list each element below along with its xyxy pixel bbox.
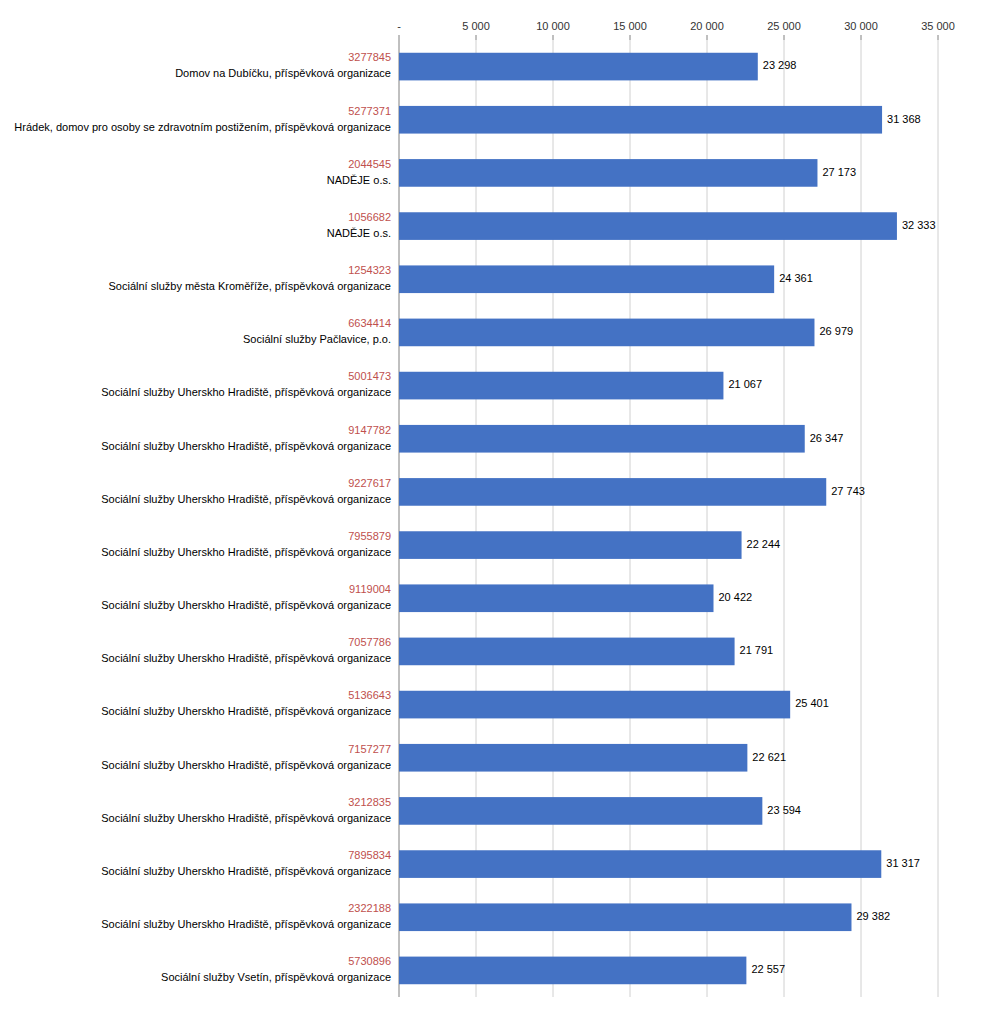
category-org: Sociální služby Uherskho Hradiště, přísp… [101, 546, 391, 558]
bar [399, 159, 817, 187]
category-org: Sociální služby Uherskho Hradiště, přísp… [101, 386, 391, 398]
category-org: Domov na Dubíčku, příspěvková organizace [175, 67, 391, 79]
category-org: NADĚJE o.s. [327, 174, 391, 186]
category-org: Sociální služby Uherskho Hradiště, přísp… [101, 705, 391, 717]
tick-mark [476, 35, 477, 40]
bar [399, 212, 897, 240]
tick-mark [399, 35, 400, 40]
data-label: 27 743 [831, 485, 865, 497]
data-label: 27 173 [822, 166, 856, 178]
bar [399, 106, 882, 134]
data-label: 26 347 [810, 432, 844, 444]
category-org: Sociální služby Uherskho Hradiště, přísp… [101, 599, 391, 611]
bar [399, 744, 747, 772]
tick-mark [861, 35, 862, 40]
category-id: 1056682 [348, 211, 391, 223]
bar [399, 584, 713, 612]
grid: - 5 000 10 000 15 000 20 000 25 000 30 000 35 0… [397, 20, 955, 997]
data-label: 31 317 [886, 857, 920, 869]
bar [399, 425, 805, 453]
tick-mark [707, 35, 708, 40]
category-id: 3212835 [348, 796, 391, 808]
tick-label: 20 000 [690, 20, 724, 32]
bar [399, 319, 814, 347]
data-label: 21 067 [728, 378, 762, 390]
bar [399, 957, 746, 985]
bar [399, 903, 851, 931]
tick-mark [553, 35, 554, 40]
bar [399, 531, 742, 559]
tick-label: 30 000 [844, 20, 878, 32]
category-id: 7895834 [348, 849, 391, 861]
data-label: 23 594 [767, 804, 801, 816]
tick-label: 10 000 [536, 20, 570, 32]
category-id: 9227617 [348, 477, 391, 489]
category-id: 2322188 [348, 902, 391, 914]
category-labels: 3277845 Domov na Dubíčku, příspěvková org… [14, 51, 391, 983]
category-org: Sociální služby Pačlavice, p.o. [243, 333, 391, 345]
data-label: 31 368 [887, 113, 921, 125]
data-label: 32 333 [902, 219, 936, 231]
category-org: Sociální služby Uherskho Hradiště, přísp… [101, 812, 391, 824]
bar [399, 850, 881, 878]
category-id: 5136643 [348, 689, 391, 701]
tick-label: 15 000 [613, 20, 647, 32]
category-org: Hrádek, domov pro osoby se zdravotním po… [14, 121, 391, 133]
data-label: 20 422 [718, 591, 752, 603]
data-labels: 23 298 31 368 27 173 32 333 24 361 26 979 21 0… [718, 59, 935, 975]
tick-mark [938, 35, 939, 40]
category-org: Sociální služby Vsetín, příspěvková orga… [161, 971, 391, 983]
category-org: Sociální služby Uherskho Hradiště, přísp… [101, 759, 391, 771]
category-id: 1254323 [348, 264, 391, 276]
category-org: Sociální služby města Kroměříže, příspěv… [109, 280, 391, 292]
category-id: 3277845 [348, 51, 391, 63]
data-label: 29 382 [856, 910, 890, 922]
tick-label: - [397, 20, 401, 32]
category-id: 5277371 [348, 105, 391, 117]
bar [399, 372, 723, 400]
tick-mark [630, 35, 631, 40]
data-label: 26 979 [819, 325, 853, 337]
tick-label: 25 000 [767, 20, 801, 32]
grid-line [938, 40, 939, 997]
category-id: 6634414 [348, 317, 391, 329]
bar [399, 265, 774, 293]
category-org: Sociální služby Uherskho Hradiště, přísp… [101, 918, 391, 930]
data-label: 23 298 [763, 59, 797, 71]
bar [399, 478, 826, 506]
bar [399, 638, 735, 666]
bars [399, 53, 897, 984]
category-org: Sociální služby Uherskho Hradiště, přísp… [101, 652, 391, 664]
category-id: 7955879 [348, 530, 391, 542]
data-label: 22 244 [747, 538, 781, 550]
category-id: 7157277 [348, 743, 391, 755]
tick-label: 35 000 [921, 20, 955, 32]
category-id: 9147782 [348, 424, 391, 436]
bar [399, 53, 758, 81]
bar [399, 691, 790, 719]
category-org: Sociální služby Uherskho Hradiště, přísp… [101, 493, 391, 505]
category-org: Sociální služby Uherskho Hradiště, přísp… [101, 440, 391, 452]
category-id: 2044545 [348, 158, 391, 170]
bar [399, 797, 762, 825]
tick-label: 5 000 [462, 20, 490, 32]
data-label: 24 361 [779, 272, 813, 284]
category-id: 5001473 [348, 370, 391, 382]
category-org: NADĚJE o.s. [327, 227, 391, 239]
data-label: 21 791 [740, 644, 774, 656]
data-label: 25 401 [795, 697, 829, 709]
chart: 3277845 Domov na Dubíčku, příspěvková org… [0, 0, 996, 1009]
tick-mark [784, 35, 785, 40]
category-org: Sociální služby Uherskho Hradiště, přísp… [101, 865, 391, 877]
category-id: 5730896 [348, 955, 391, 967]
data-label: 22 621 [752, 751, 786, 763]
data-label: 22 557 [751, 963, 785, 975]
category-id: 7057786 [348, 636, 391, 648]
category-id: 9119004 [349, 583, 391, 595]
